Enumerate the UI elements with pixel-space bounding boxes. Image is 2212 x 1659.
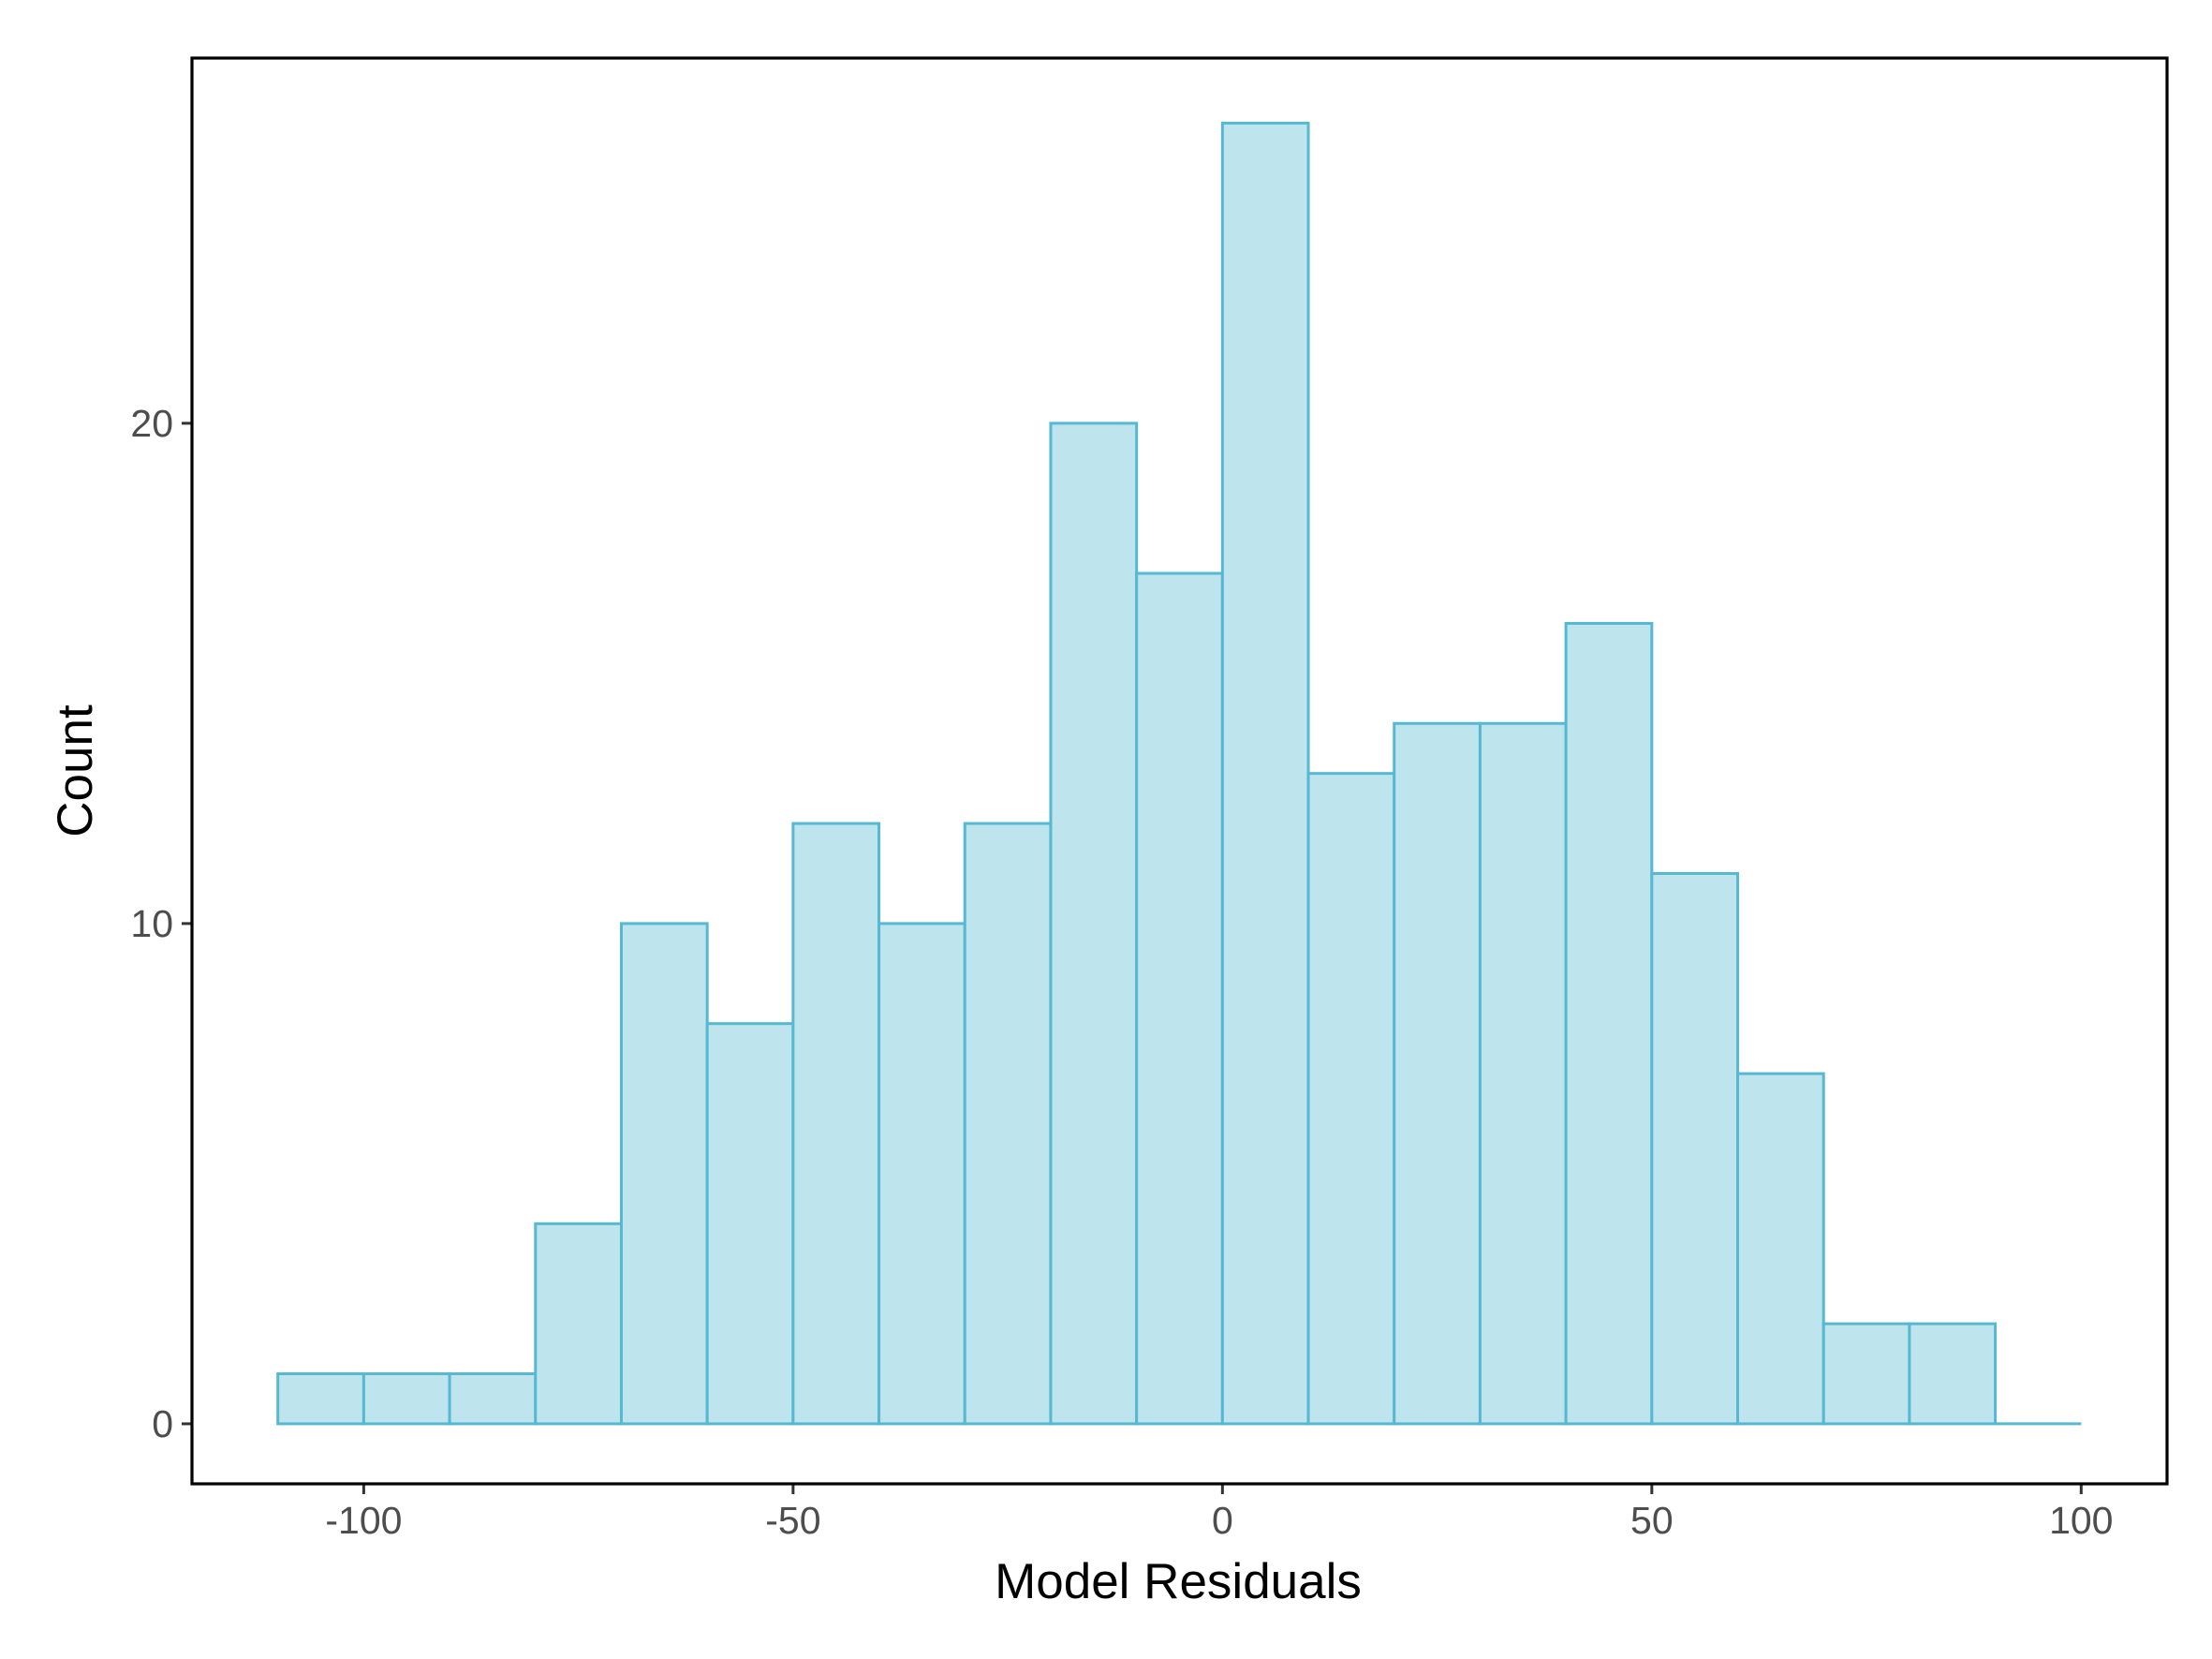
histogram-bar [963,822,1053,1426]
histogram-bar [1478,721,1568,1426]
histogram-bars [276,121,2082,1426]
y-tick-label: 0 [152,1402,173,1445]
histogram-bar [1736,1072,1825,1426]
histogram-bar [877,922,966,1426]
histogram-bar [1135,571,1224,1426]
histogram-bar [1220,121,1310,1426]
histogram-bar [1306,772,1396,1426]
y-axis-title: Count [48,704,103,837]
y-tick-label: 20 [130,402,173,445]
histogram-bar [448,1372,538,1426]
histogram-bar [1049,422,1139,1426]
x-tick-label: 50 [1630,1499,1674,1542]
plot-panel-border [190,56,2169,1486]
histogram-bar [534,1222,623,1426]
x-tick-label: -50 [765,1499,820,1542]
y-axis-ticks: 0 10 20 [130,402,192,1445]
x-tick-label: 0 [1212,1499,1233,1542]
x-tick-label: 100 [2049,1499,2113,1542]
histogram-bar [791,822,881,1426]
histogram-bar [1564,621,1654,1426]
histogram-bar [619,922,709,1426]
histogram-bar [276,1372,365,1426]
histogram-bar [1821,1322,1911,1426]
x-axis-ticks: -100 -50 0 50 100 [325,1484,2114,1542]
histogram-bar [361,1372,451,1426]
histogram-bar [1908,1322,1998,1426]
x-axis-title: Model Residuals [995,1554,1362,1609]
histogram-bar [1393,721,1482,1426]
histogram-bar [1650,871,1740,1426]
histogram-bar [705,1022,795,1426]
x-tick-label: -100 [325,1499,402,1542]
y-tick-label: 10 [130,902,173,945]
